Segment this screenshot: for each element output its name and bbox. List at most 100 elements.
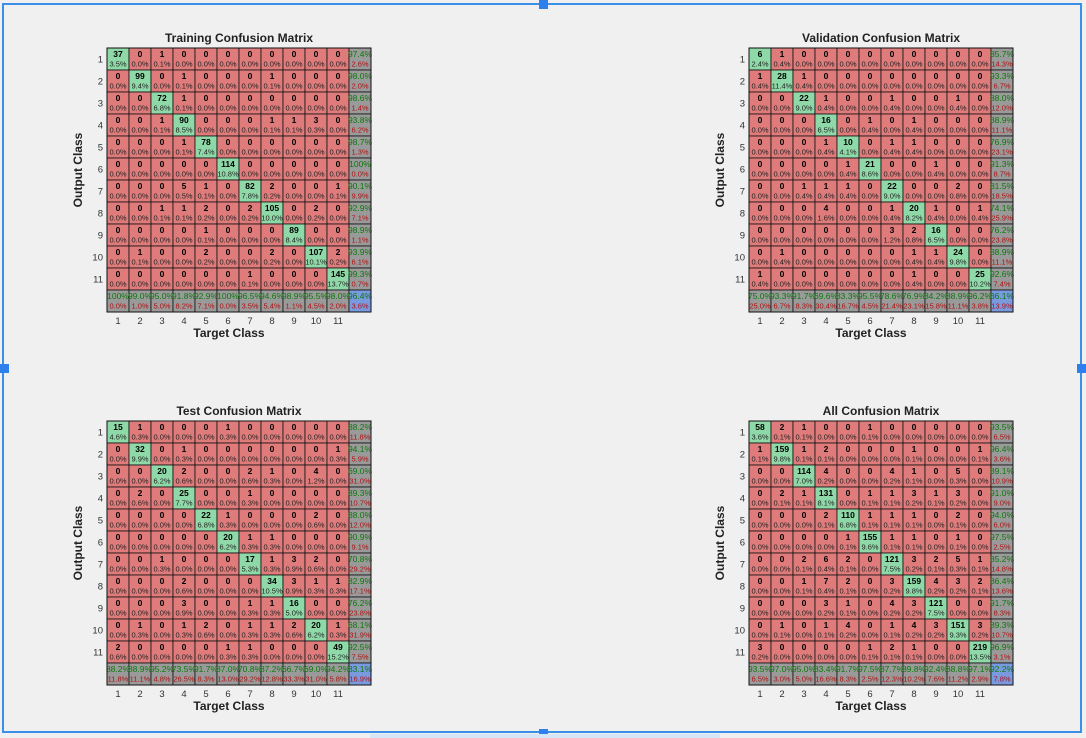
cell-count-label: 0	[758, 510, 763, 520]
cell-count-label: 0	[248, 137, 253, 147]
cell-percent-label: 4.6%	[109, 433, 126, 442]
matrix-cell: 00.0%	[282, 201, 306, 225]
x-tick-label: 1	[115, 316, 120, 327]
cell-percent-label: 3.5%	[109, 60, 126, 69]
cell-count-label: 3	[292, 576, 297, 586]
cell-percent-label: 0.0%	[905, 82, 922, 91]
cell-count-label: 1	[890, 532, 895, 542]
cell-percent-label: 0.0%	[329, 565, 346, 574]
column-summary-cell: 93.3%6.7%	[770, 289, 794, 313]
matrix-cell: 00.0%	[128, 135, 152, 159]
matrix-cell: 166.5%	[924, 223, 948, 247]
row-summary-cell: 93.9%6.1%	[348, 245, 372, 269]
cell-percent-label: 0.0%	[839, 280, 856, 289]
cell-percent-label: 0.0%	[817, 653, 834, 662]
cell-count-label: 0	[116, 247, 121, 257]
cell-percent-label: 0.0%	[219, 565, 236, 574]
cell-count-label: 0	[978, 115, 983, 125]
cell-percent-label: 0.0%	[219, 455, 236, 464]
cell-percent-label: 23.1%	[903, 302, 925, 311]
cell-count-label: 95.2%	[150, 664, 175, 674]
x-tick-label: 8	[269, 689, 274, 700]
cell-percent-label: 11.2%	[948, 675, 969, 684]
cell-percent-label: 0.0%	[197, 653, 214, 662]
matrix-cell: 00.0%	[150, 179, 174, 203]
matrix-cell: 10.3%	[216, 508, 240, 532]
cell-count-label: 89.3%	[348, 488, 373, 498]
cell-percent-label: 33.3%	[283, 675, 305, 684]
y-tick-label: 10	[734, 626, 745, 637]
matrix-cell: 00.0%	[194, 267, 218, 291]
resize-handle-top-center[interactable]	[539, 0, 548, 9]
x-tick-label: 11	[333, 316, 343, 327]
matrix-cell: 00.0%	[968, 135, 992, 159]
chart-title: All Confusion Matrix	[823, 404, 940, 418]
cell-percent-label: 0.0%	[197, 477, 214, 486]
cell-percent-label: 0.0%	[109, 565, 126, 574]
cell-count-label: 0	[314, 49, 319, 59]
cell-percent-label: 16.9%	[349, 675, 371, 684]
cell-percent-label: 0.0%	[175, 258, 192, 267]
cell-count-label: 100%	[107, 291, 129, 301]
cell-count-label: 0	[226, 225, 231, 235]
cell-percent-label: 0.0%	[153, 543, 170, 552]
cell-percent-label: 0.0%	[329, 609, 346, 618]
cell-percent-label: 0.4%	[883, 104, 900, 113]
cell-count-label: 74.1%	[990, 203, 1015, 213]
cell-percent-label: 0.3%	[219, 521, 236, 530]
x-tick-label: 9	[933, 689, 938, 700]
matrix-cell: 00.0%	[260, 267, 284, 291]
cell-count-label: 0	[802, 137, 807, 147]
cell-count-label: 1	[292, 115, 297, 125]
cell-percent-label: 0.0%	[927, 433, 944, 442]
x-tick-label: 11	[333, 689, 343, 700]
cell-count-label: 6	[824, 554, 829, 564]
cell-count-label: 105	[265, 203, 279, 213]
column-summary-cell: 87.2%12.8%	[260, 662, 284, 686]
cell-percent-label: 0.1%	[197, 192, 214, 201]
matrix-cell: 20.8%	[902, 223, 926, 247]
cell-count-label: 1	[890, 137, 895, 147]
cell-percent-label: 0.2%	[927, 631, 944, 640]
matrix-cell: 00.0%	[968, 530, 992, 554]
cell-count-label: 1	[802, 444, 807, 454]
cell-count-label: 0	[182, 422, 187, 432]
resize-handle-bottom-center[interactable]	[539, 729, 548, 738]
cell-count-label: 88.9%	[990, 115, 1015, 125]
cell-count-label: 97.0%	[770, 664, 795, 674]
matrix-cell: 583.6%	[748, 420, 772, 444]
matrix-cell: 10.3%	[238, 618, 262, 642]
matrix-cell: 00.0%	[968, 157, 992, 181]
cell-count-label: 0	[160, 444, 165, 454]
matrix-cell: 00.0%	[326, 69, 350, 93]
cell-percent-label: 0.2%	[263, 192, 280, 201]
x-tick-label: 7	[889, 689, 894, 700]
resize-handle-right-middle[interactable]	[1077, 364, 1086, 373]
cell-percent-label: 0.0%	[131, 236, 148, 245]
cell-percent-label: 0.1%	[883, 653, 900, 662]
cell-percent-label: 0.0%	[971, 521, 988, 530]
row-summary-cell: 89.3%10.7%	[348, 486, 373, 510]
cell-count-label: 0	[780, 115, 785, 125]
matrix-cell: 00.0%	[238, 91, 262, 115]
cell-percent-label: 7.8%	[241, 192, 258, 201]
cell-percent-label: 6.5%	[927, 236, 944, 245]
cell-percent-label: 0.1%	[839, 587, 856, 596]
cell-percent-label: 0.0%	[307, 433, 324, 442]
column-summary-cell: 69.6%30.4%	[814, 289, 838, 313]
cell-percent-label: 0.4%	[751, 82, 768, 91]
resize-handle-left-middle[interactable]	[0, 364, 9, 373]
cell-percent-label: 0.0%	[307, 455, 324, 464]
cell-percent-label: 6.7%	[993, 82, 1010, 91]
cell-percent-label: 0.1%	[817, 631, 834, 640]
cell-count-label: 2	[248, 466, 253, 476]
horizontal-scrollbar[interactable]	[370, 734, 720, 738]
matrix-cell: 00.0%	[128, 267, 152, 291]
cell-percent-label: 0.3%	[175, 455, 192, 464]
cell-percent-label: 0.0%	[795, 521, 812, 530]
cell-count-label: 219	[973, 642, 987, 652]
cell-count-label: 0	[890, 115, 895, 125]
cell-percent-label: 0.0%	[751, 236, 768, 245]
matrix-cell: 329.9%	[128, 442, 152, 466]
